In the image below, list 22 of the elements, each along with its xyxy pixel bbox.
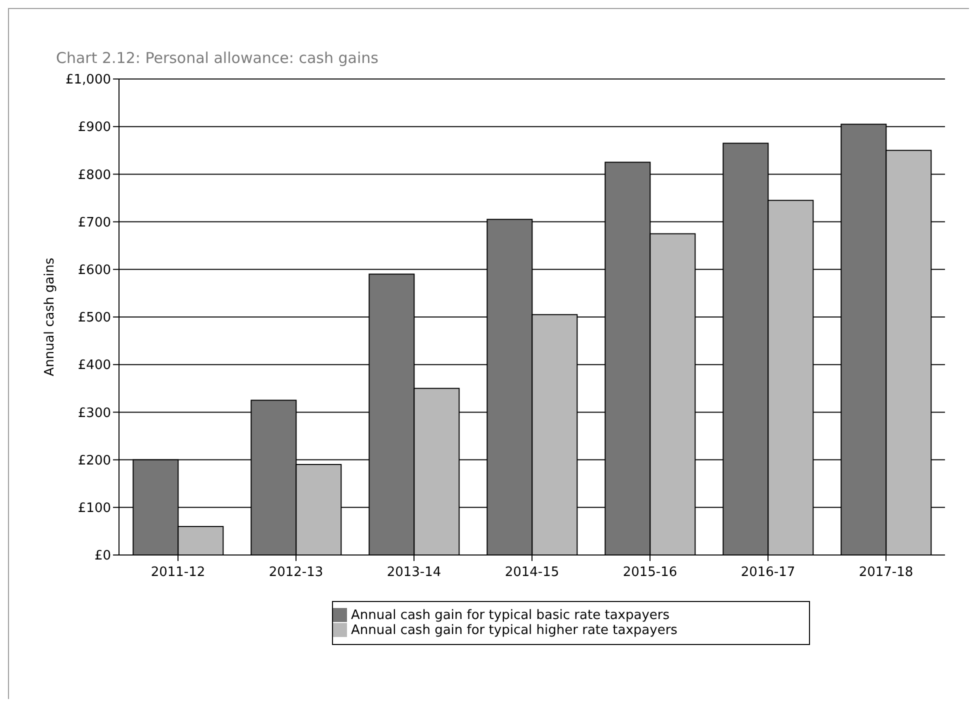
y-tick-label: £400 [78, 358, 111, 374]
y-axis-title: Annual cash gains [42, 258, 58, 376]
x-tick-label: 2017-18 [858, 565, 914, 580]
x-tick-label: 2013-14 [386, 565, 442, 580]
legend-label: Annual cash gain for typical basic rate taxpayers [351, 608, 670, 623]
y-tick-label: £0 [94, 548, 111, 564]
y-tick-label: £800 [78, 168, 111, 183]
y-tick-label: £300 [78, 406, 111, 421]
y-tick-label: £100 [78, 501, 111, 516]
x-tick-label: 2015-16 [622, 565, 678, 580]
x-tick-label: 2011-12 [150, 565, 206, 580]
x-tick-label: 2012-13 [268, 565, 324, 580]
y-tick-label: £500 [78, 310, 111, 326]
legend-label: Annual cash gain for typical higher rate taxpayers [351, 623, 678, 638]
y-tick-label: £1,000 [66, 72, 111, 88]
y-tick-label: £600 [78, 263, 111, 278]
y-tick-label: £900 [78, 120, 111, 136]
chart-title: Chart 2.12: Personal allowance: cash gains [56, 49, 378, 67]
x-tick-label: 2016-17 [740, 565, 796, 580]
y-tick-label: £200 [78, 453, 111, 468]
x-tick-label: 2014-15 [504, 565, 560, 580]
y-tick-label: £700 [78, 215, 111, 230]
